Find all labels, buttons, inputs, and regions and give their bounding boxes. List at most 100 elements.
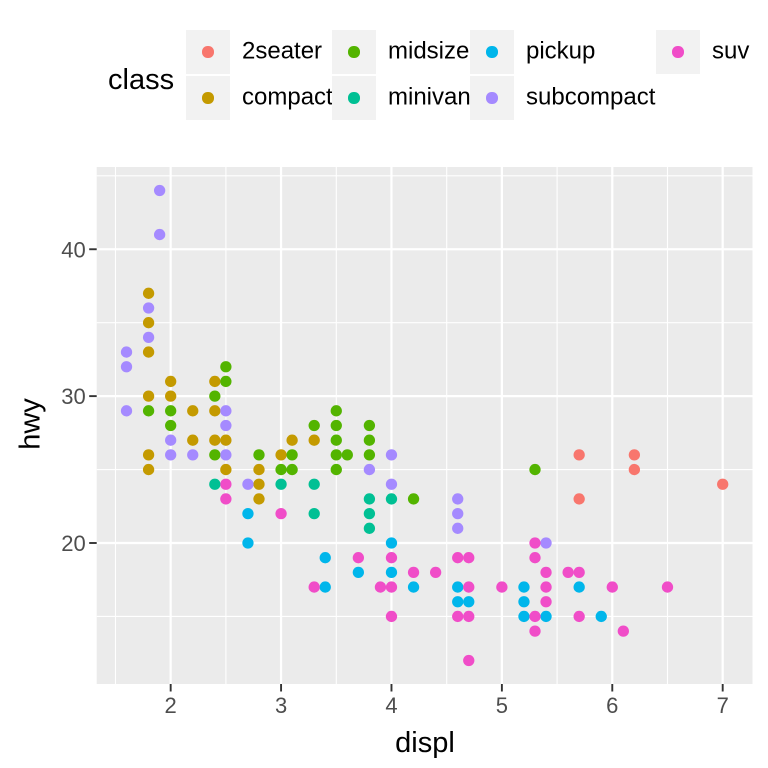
- data-point-subcompact: [540, 537, 552, 549]
- legend-dot-pickup: [486, 46, 498, 58]
- data-point-compact: [187, 405, 199, 417]
- legend-label: compact: [242, 83, 333, 111]
- data-point-subcompact: [187, 449, 199, 461]
- data-point-suv: [407, 566, 420, 579]
- legend-dot-midsize: [348, 46, 360, 58]
- legend-key: [332, 30, 376, 74]
- data-point-compact: [187, 434, 199, 446]
- data-point-2seater: [628, 463, 641, 476]
- data-point-midsize: [308, 419, 320, 432]
- data-point-suv: [661, 581, 674, 593]
- data-point-suv: [352, 552, 365, 564]
- data-point-compact: [142, 463, 155, 476]
- data-point-2seater: [628, 449, 641, 461]
- data-point-minivan: [308, 478, 320, 490]
- data-point-suv: [220, 493, 232, 505]
- data-point-suv: [606, 581, 618, 593]
- data-point-compact: [142, 346, 155, 358]
- data-point-pickup: [242, 537, 254, 549]
- legend-label: 2seater: [242, 37, 323, 65]
- legend-key: [656, 30, 700, 74]
- data-point-compact: [142, 390, 155, 402]
- data-point-subcompact: [452, 493, 464, 505]
- data-point-pickup: [452, 596, 464, 608]
- data-point-midsize: [165, 419, 177, 432]
- data-point-midsize: [209, 449, 221, 461]
- axes: 2 3 4 5 6 7 20 30 40: [61, 237, 729, 718]
- legend-entry-compact: compact: [186, 76, 333, 120]
- data-point-subcompact: [363, 463, 376, 476]
- data-point-pickup: [463, 596, 475, 608]
- data-point-pickup: [452, 581, 464, 593]
- legend-key: [470, 76, 514, 120]
- legend-label: subcompact: [526, 83, 656, 111]
- legend-key: [332, 76, 376, 120]
- legend-entry-midsize: midsize: [332, 30, 469, 74]
- data-point-suv: [275, 507, 287, 520]
- legend-entry-pickup: pickup: [470, 30, 595, 74]
- data-point-midsize: [286, 463, 298, 476]
- x-tick-label: 3: [275, 693, 287, 718]
- data-point-pickup: [518, 596, 530, 608]
- legend-dot-2seater: [202, 46, 214, 58]
- data-point-subcompact: [220, 419, 232, 432]
- legend-label: minivan: [388, 83, 471, 111]
- data-point-suv: [385, 552, 398, 564]
- data-point-subcompact: [452, 507, 464, 520]
- data-point-subcompact: [165, 434, 177, 446]
- x-tick-label: 5: [496, 693, 508, 718]
- data-point-suv: [529, 625, 541, 637]
- data-point-midsize: [341, 449, 353, 461]
- legend-key: [470, 30, 514, 74]
- data-point-pickup: [595, 610, 607, 623]
- data-point-midsize: [275, 463, 287, 476]
- legend-label: midsize: [388, 37, 470, 65]
- data-point-subcompact: [220, 405, 232, 417]
- data-point-midsize: [220, 375, 232, 388]
- legend-dot-suv: [672, 46, 684, 58]
- data-point-midsize: [407, 493, 420, 505]
- data-point-compact: [253, 478, 265, 490]
- data-point-midsize: [330, 463, 342, 476]
- panel-background: [96, 167, 753, 684]
- data-point-minivan: [209, 478, 221, 490]
- data-point-pickup: [385, 566, 398, 579]
- data-point-subcompact: [153, 184, 166, 197]
- data-point-pickup: [518, 610, 530, 623]
- data-point-pickup: [518, 581, 530, 593]
- data-point-midsize: [529, 463, 541, 476]
- data-point-2seater: [573, 449, 585, 461]
- data-point-compact: [209, 434, 221, 446]
- data-point-pickup: [352, 566, 365, 579]
- data-point-midsize: [286, 449, 298, 461]
- data-point-minivan: [363, 493, 376, 505]
- y-axis-title: hwy: [14, 398, 47, 450]
- data-point-suv: [385, 610, 398, 623]
- data-point-midsize: [363, 419, 376, 432]
- data-point-2seater: [573, 493, 585, 505]
- data-point-midsize: [165, 405, 177, 417]
- data-point-suv: [220, 478, 232, 490]
- data-point-midsize: [209, 390, 221, 402]
- x-tick-label: 7: [717, 693, 729, 718]
- data-point-midsize: [220, 361, 232, 373]
- legend-label: pickup: [526, 37, 596, 65]
- y-tick-label: 30: [61, 384, 85, 409]
- data-point-subcompact: [452, 522, 464, 534]
- data-point-midsize: [363, 434, 376, 446]
- data-point-subcompact: [142, 302, 155, 314]
- legend-key: [186, 76, 230, 120]
- data-point-compact: [275, 449, 287, 461]
- data-point-suv: [529, 537, 541, 549]
- data-point-suv: [452, 552, 464, 564]
- data-point-2seater: [717, 478, 729, 490]
- y-tick-label: 40: [61, 237, 85, 262]
- data-point-suv: [385, 581, 398, 593]
- data-point-minivan: [308, 507, 320, 520]
- data-point-subcompact: [165, 449, 177, 461]
- legend-key: [186, 30, 230, 74]
- data-point-compact: [165, 375, 177, 388]
- x-tick-label: 2: [165, 693, 177, 718]
